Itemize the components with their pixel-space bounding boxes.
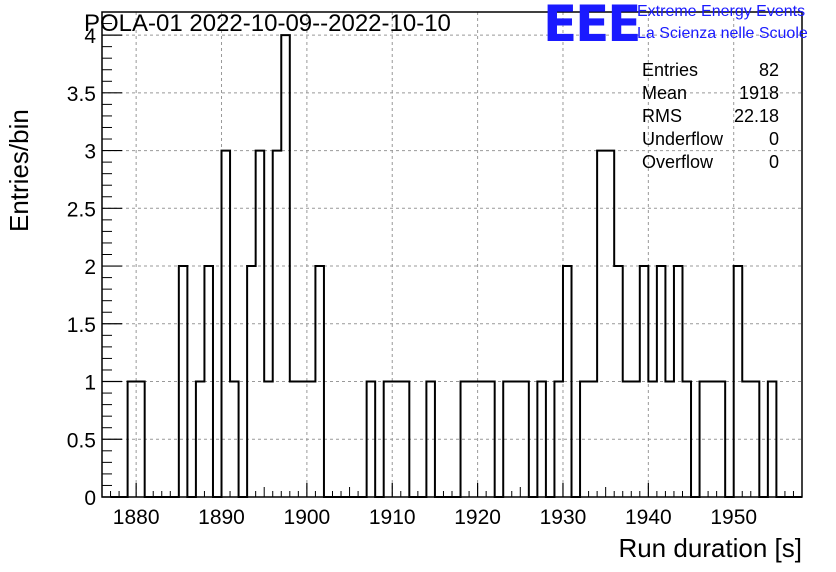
stat-overflow-value: 0 [768,152,779,172]
stat-rms-value: 22.18 [733,106,779,126]
stat-mean-value: 1918 [738,83,779,103]
eee-logo: EEE [543,0,641,53]
stat-underflow-value: 0 [768,129,779,149]
stat-rms-label: RMS [642,106,682,126]
axis-ticks [101,23,803,498]
y-tick-label: 3.5 [67,83,96,106]
stat-mean-label: Mean [642,83,688,103]
y-tick-label: 2 [84,256,96,279]
x-tick-label: 1920 [454,506,501,529]
y-tick-labels: 0 0.5 1 1.5 2 2.5 3 3.5 4 [67,25,97,510]
x-tick-label: 1950 [710,506,757,529]
x-tick-labels: 1880 1890 1900 1910 1920 1930 1940 1950 [113,506,757,529]
x-tick-label: 1900 [284,506,331,529]
y-tick-label: 1 [84,372,96,395]
y-tick-label: 4 [84,25,96,48]
x-tick-label: 1930 [540,506,587,529]
x-axis-title: Run duration [s] [618,533,802,563]
logo-line-2: La Scienza nelle Scuole [637,25,808,42]
grid-lines [102,12,802,498]
y-axis-title: Entries/bin [4,109,34,232]
x-tick-label: 1910 [369,506,416,529]
y-tick-label: 3 [84,141,96,164]
x-tick-label: 1890 [198,506,245,529]
stat-overflow-label: Overflow [642,152,714,172]
histogram-outline [110,34,802,498]
y-tick-label: 1.5 [67,314,96,337]
logo-line-1: Extreme Energy Events [637,3,806,20]
stat-entries-value: 82 [758,60,779,80]
stat-entries-label: Entries [642,60,699,80]
y-tick-label: 0.5 [67,429,96,452]
stat-underflow-label: Underflow [642,129,724,149]
x-tick-label: 1880 [113,506,160,529]
x-tick-label: 1940 [625,506,672,529]
chart-title: POLA-01 2022-10-09--2022-10-10 [84,10,451,37]
plot-frame [101,11,803,498]
y-tick-label: 0 [84,487,96,510]
y-tick-label: 2.5 [67,198,96,221]
